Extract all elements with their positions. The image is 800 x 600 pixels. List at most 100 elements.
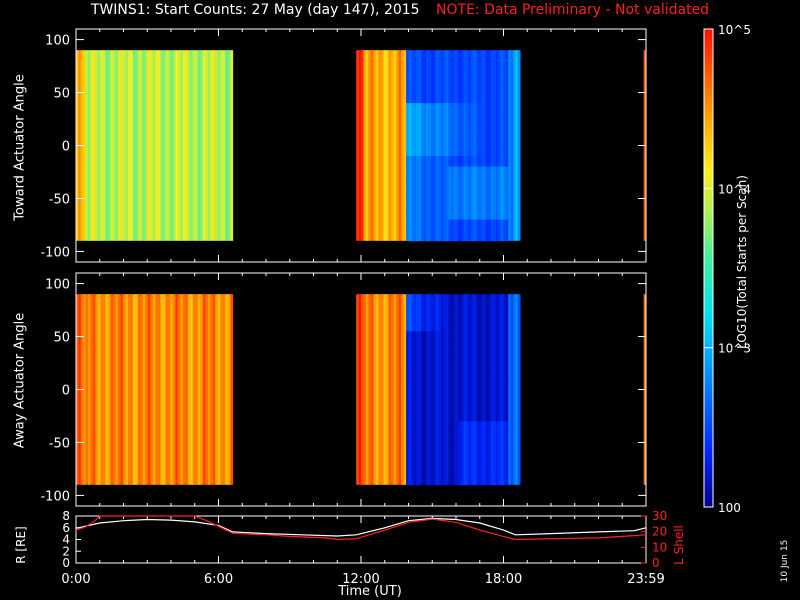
heatmap-cell: [423, 113, 427, 120]
heatmap-cell: [416, 171, 419, 178]
heatmap-cell: [443, 119, 447, 125]
heatmap-cell: [478, 479, 482, 486]
heatmap-cell: [441, 182, 444, 189]
heatmap-cell: [448, 299, 452, 306]
heatmap-cell: [137, 50, 141, 241]
heatmap-cell: [488, 92, 492, 99]
heatmap-cell: [463, 294, 467, 300]
heatmap-cell: [455, 124, 459, 131]
heatmap-cell: [431, 410, 434, 417]
y-tick-label: 100: [45, 278, 70, 293]
heatmap-cell: [423, 219, 427, 226]
heatmap-cell: [431, 341, 434, 348]
heatmap-cell: [463, 60, 467, 67]
heatmap-cell: [413, 442, 417, 449]
heatmap-cell: [503, 193, 507, 199]
heatmap-cell: [441, 373, 444, 380]
heatmap-cell: [413, 119, 417, 125]
r-distance-line: [75, 517, 647, 537]
heatmap-cell: [426, 474, 429, 480]
heatmap-cell: [458, 415, 462, 422]
heatmap-cell: [468, 431, 472, 438]
heatmap-cell: [468, 304, 472, 311]
heatmap-cell: [418, 442, 422, 449]
heatmap-cell: [488, 140, 492, 146]
heatmap-cell: [416, 421, 419, 427]
heatmap-cell: [438, 400, 442, 406]
heatmap-cell: [493, 171, 497, 178]
heatmap-cell: [488, 171, 492, 178]
heatmap-cell: [448, 453, 452, 459]
heatmap-cell: [411, 426, 414, 433]
heatmap-cell: [418, 421, 422, 427]
heatmap-cell: [478, 458, 482, 465]
heatmap-cell: [431, 405, 434, 412]
heatmap-cell: [468, 76, 472, 83]
heatmap-cell: [453, 182, 457, 189]
heatmap-cell: [408, 156, 412, 162]
heatmap-cell: [411, 171, 414, 178]
heatmap-cell: [421, 341, 424, 348]
heatmap-cell: [473, 219, 477, 226]
heatmap-cell: [475, 384, 479, 390]
heatmap-cell: [411, 468, 414, 475]
panel-frame: [75, 515, 647, 564]
heatmap-cell: [406, 463, 410, 470]
heatmap-cell: [453, 405, 457, 412]
heatmap-cell: [102, 50, 106, 241]
heatmap-cell: [463, 304, 467, 311]
heatmap-cell: [460, 463, 464, 470]
heatmap-cell: [441, 410, 444, 417]
heatmap-cell: [450, 166, 454, 173]
heatmap-cell: [485, 214, 489, 221]
heatmap-cell: [455, 352, 459, 359]
x-axis-label: Time (UT): [338, 584, 402, 599]
heatmap-cell: [495, 394, 499, 401]
heatmap-cell: [428, 203, 432, 210]
heatmap-cell: [453, 76, 457, 83]
heatmap-cell: [418, 134, 422, 141]
heatmap-cell: [468, 400, 472, 406]
heatmap-cell: [485, 129, 489, 136]
heatmap-cell: [438, 431, 442, 438]
heatmap-cell: [418, 320, 422, 327]
heatmap-cell: [406, 177, 410, 183]
heatmap-cell: [416, 437, 419, 443]
heatmap-cell: [448, 87, 452, 93]
heatmap-cell: [480, 426, 484, 433]
heatmap-cell: [450, 437, 454, 443]
heatmap-cell: [421, 468, 424, 475]
heatmap-cell: [450, 150, 454, 157]
heatmap-cell: [488, 60, 492, 67]
heatmap-cell: [418, 352, 422, 359]
heatmap-cell: [408, 140, 412, 146]
heatmap-cell: [423, 389, 427, 396]
heatmap-cell: [450, 415, 454, 422]
heatmap-cell: [426, 336, 429, 343]
heatmap-cell: [468, 203, 472, 210]
heatmap-cell: [490, 378, 494, 385]
heatmap-cell: [445, 299, 449, 306]
heatmap-cell: [498, 294, 502, 300]
heatmap-cell: [483, 463, 487, 470]
heatmap-cell: [455, 71, 459, 78]
heatmap-cell: [423, 119, 427, 125]
heatmap-cell: [423, 103, 427, 109]
heatmap-cell: [480, 468, 484, 475]
heatmap-cell: [438, 113, 442, 120]
heatmap-cell: [503, 203, 507, 210]
heatmap-cell: [411, 50, 414, 56]
heatmap-cell: [490, 384, 494, 390]
heatmap-cell: [413, 479, 417, 486]
heatmap-cell: [450, 134, 454, 141]
heatmap-cell: [498, 363, 502, 369]
heatmap-cell: [490, 92, 494, 99]
heatmap-cell: [413, 410, 417, 417]
heatmap-cell: [445, 214, 449, 221]
heatmap-cell: [473, 235, 477, 242]
heatmap-cell: [455, 463, 459, 470]
heatmap-cell: [428, 171, 432, 178]
heatmap-cell: [423, 320, 427, 327]
heatmap-cell: [411, 431, 414, 438]
heatmap-cell: [488, 463, 492, 470]
